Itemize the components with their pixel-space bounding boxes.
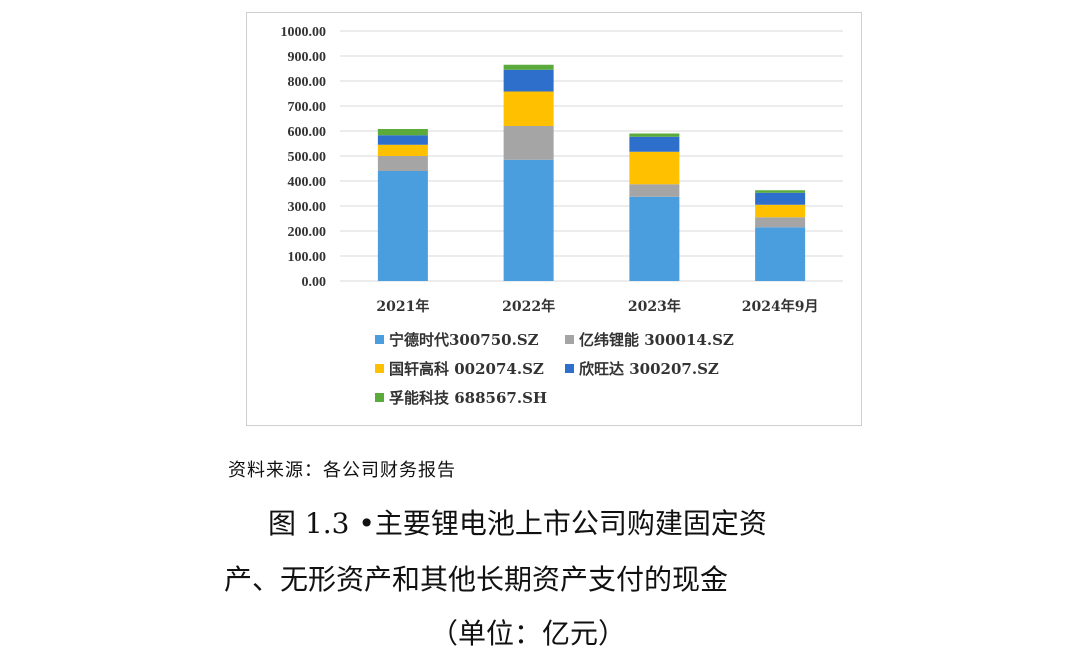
x-category-label: 2022年 [502, 298, 555, 315]
legend-label: 亿纬锂能 300014.SZ [579, 331, 734, 349]
y-tick-label: 300.00 [288, 200, 327, 215]
y-tick-label: 0.00 [302, 275, 327, 290]
bar-segment [503, 126, 554, 160]
y-tick-label: 1000.00 [281, 25, 327, 40]
legend-swatch [375, 335, 384, 344]
legend-item: 宁德时代300750.SZ [375, 331, 539, 349]
y-tick-label: 900.00 [288, 50, 327, 65]
bar-segment [629, 151, 680, 185]
legend-swatch [375, 393, 384, 402]
legend: 宁德时代300750.SZ 亿纬锂能 300014.SZ 国轩高科 002074.S… [375, 331, 734, 407]
figure-caption-unit: （单位：亿元） [430, 617, 627, 650]
bar-segment [503, 159, 554, 281]
chart-frame: 0.00 100.00 200.00 300.00 400.00 500.00 600.00… [246, 12, 862, 426]
bar-segment [629, 184, 680, 197]
legend-swatch [375, 364, 384, 373]
stacked-bar-chart: 0.00 100.00 200.00 300.00 400.00 500.00 600.00… [281, 25, 843, 407]
figure-caption-line-1: 图 1.3 •主要锂电池上市公司购建固定资 [268, 507, 767, 540]
bar-segment [377, 135, 428, 145]
bar-segment [377, 171, 428, 281]
legend-item: 欣旺达 300207.SZ [565, 360, 719, 378]
bar-segment [503, 91, 554, 126]
bar-segment [755, 227, 806, 281]
bar-segment [503, 69, 554, 92]
x-category-label: 2021年 [376, 298, 429, 315]
bar-segment [377, 129, 428, 136]
bar-segment [377, 144, 428, 156]
legend-item: 国轩高科 002074.SZ [375, 360, 544, 378]
y-tick-label: 400.00 [288, 175, 327, 190]
bar-segment [629, 196, 680, 281]
y-tick-label: 700.00 [288, 100, 327, 115]
figure-caption-line-2: 产、无形资产和其他长期资产支付的现金 [224, 563, 729, 596]
bar-segment [755, 190, 806, 193]
bars [377, 64, 806, 281]
legend-swatch [565, 335, 574, 344]
legend-label: 孚能科技 688567.SH [389, 389, 547, 407]
y-tick-label: 600.00 [288, 125, 327, 140]
bar-segment [503, 64, 554, 70]
x-category-label: 2023年 [628, 298, 681, 315]
bar-segment [629, 133, 680, 137]
source-note: 资料来源：各公司财务报告 [228, 460, 456, 481]
bar-segment [629, 136, 680, 152]
x-axis-categories: 2021年 2022年 2023年 2024年9月 [376, 298, 818, 315]
y-axis-ticks: 0.00 100.00 200.00 300.00 400.00 500.00 600.00… [281, 25, 327, 290]
y-tick-label: 200.00 [288, 225, 327, 240]
legend-swatch [565, 364, 574, 373]
legend-item: 亿纬锂能 300014.SZ [565, 331, 734, 349]
y-tick-label: 100.00 [288, 250, 327, 265]
y-tick-label: 500.00 [288, 150, 327, 165]
legend-label: 欣旺达 300207.SZ [579, 360, 719, 378]
legend-label: 国轩高科 002074.SZ [389, 360, 544, 378]
legend-label: 宁德时代300750.SZ [389, 331, 539, 349]
legend-item: 孚能科技 688567.SH [375, 389, 547, 407]
bar-segment [755, 217, 806, 228]
bar-segment [377, 156, 428, 171]
bar-segment [755, 192, 806, 205]
x-category-label: 2024年9月 [742, 298, 819, 315]
y-tick-label: 800.00 [288, 75, 327, 90]
bar-segment [755, 204, 806, 218]
